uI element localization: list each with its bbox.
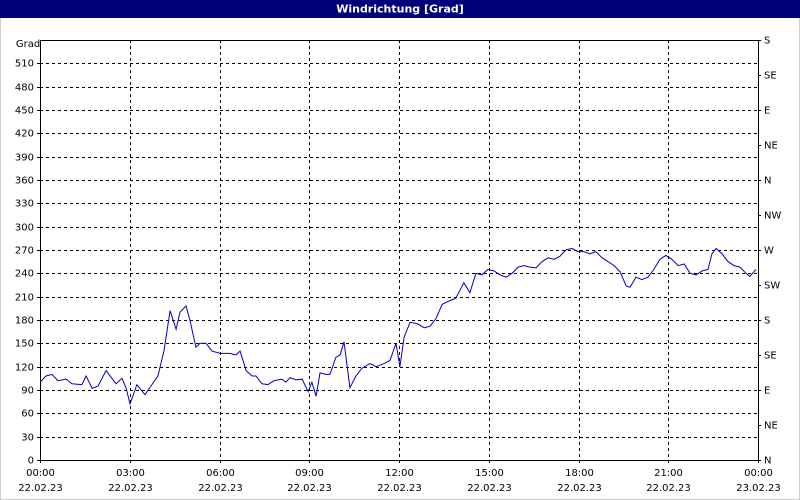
chart-title: Windrichtung [Grad] (336, 3, 464, 16)
y2-tick-label: SE (764, 351, 777, 362)
x-tick-label: 12:00 (385, 468, 414, 479)
y-tick-label: 0 (28, 456, 34, 467)
title-bar (0, 0, 800, 18)
y-tick-label: 300 (15, 223, 34, 234)
y2-tick-label: SW (764, 281, 780, 292)
y2-tick-label: NW (764, 211, 781, 222)
y-tick-label: 150 (15, 339, 34, 350)
y-tick-label: 450 (15, 106, 34, 117)
x-tick-date: 22.02.23 (646, 483, 691, 494)
plot-frame (40, 40, 759, 461)
x-tick-label: 03:00 (116, 468, 145, 479)
y2-tick-label: E (764, 106, 770, 117)
y-tick-label: 360 (15, 176, 34, 187)
y2-tick-label: SE (764, 71, 777, 82)
x-tick-label: 06:00 (206, 468, 235, 479)
x-tick-label: 00:00 (744, 468, 773, 479)
y2-tick-label: S (764, 316, 770, 327)
y-tick-label: 60 (21, 409, 34, 420)
y2-tick-label: S (764, 36, 770, 47)
y-tick-label: 120 (15, 363, 34, 374)
y-tick-label: 270 (15, 246, 34, 257)
x-tick-date: 22.02.23 (108, 483, 153, 494)
y-tick-label: 420 (15, 129, 34, 140)
x-tick-date: 22.02.23 (467, 483, 512, 494)
y2-tick-label: N (764, 456, 771, 467)
y-tick-label: 390 (15, 153, 34, 164)
y-tick-label: 330 (15, 199, 34, 210)
y2-tick-label: NE (764, 141, 778, 152)
x-tick-date: 22.02.23 (287, 483, 332, 494)
y2-tick-label: NE (764, 421, 778, 432)
y2-tick-label: E (764, 386, 770, 397)
y2-tick-label: N (764, 176, 771, 187)
y-tick-label: 210 (15, 293, 34, 304)
x-tick-label: 21:00 (654, 468, 683, 479)
x-tick-label: 15:00 (475, 468, 504, 479)
y-axis-label: Grad (16, 39, 40, 50)
x-tick-label: 09:00 (295, 468, 324, 479)
y-tick-label: 510 (15, 59, 34, 70)
x-tick-date: 22.02.23 (377, 483, 422, 494)
x-tick-label: 18:00 (565, 468, 594, 479)
x-tick-date: 22.02.23 (557, 483, 602, 494)
x-tick-date: 22.02.23 (18, 483, 63, 494)
y2-tick-label: W (764, 246, 774, 257)
x-tick-date: 23.02.23 (736, 483, 781, 494)
y-tick-label: 180 (15, 316, 34, 327)
x-tick-label: 00:00 (26, 468, 55, 479)
x-tick-date: 22.02.23 (198, 483, 243, 494)
data-line (39, 247, 757, 406)
y-tick-label: 480 (15, 83, 34, 94)
y-tick-label: 90 (21, 386, 34, 397)
y-tick-label: 30 (21, 433, 34, 444)
y-tick-label: 240 (15, 269, 34, 280)
